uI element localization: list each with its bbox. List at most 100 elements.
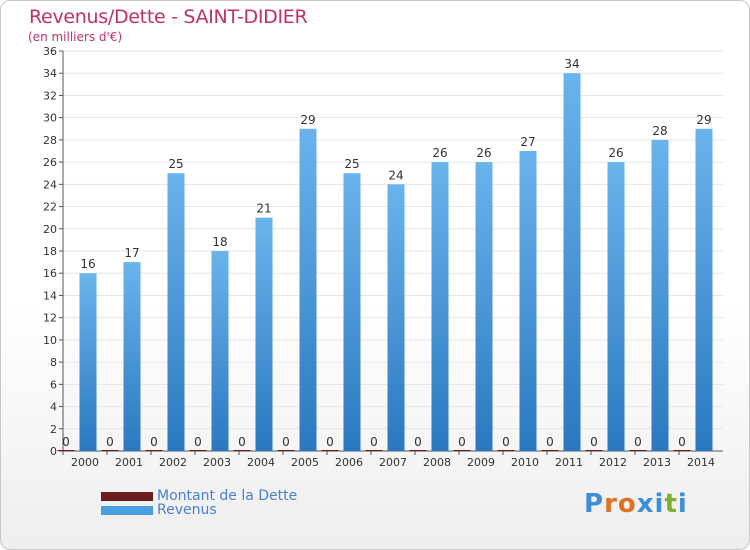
revenue-bar — [431, 162, 449, 451]
debt-bar — [409, 450, 427, 451]
debt-value-label: 0 — [150, 435, 158, 449]
logo-letter: i — [654, 489, 665, 519]
proxiti-logo: Proxiti — [584, 489, 688, 519]
revenue-bar — [79, 273, 97, 451]
x-tick-label: 2000 — [71, 456, 99, 469]
y-tick-label: 4 — [50, 401, 57, 414]
debt-value-label: 0 — [370, 435, 378, 449]
debt-bar — [189, 450, 207, 451]
x-tick-label: 2007 — [379, 456, 407, 469]
debt-value-label: 0 — [238, 435, 246, 449]
debt-value-label: 0 — [546, 435, 554, 449]
revenue-bar — [651, 139, 669, 451]
revenue-value-label: 34 — [564, 57, 579, 71]
debt-bar — [453, 450, 471, 451]
debt-value-label: 0 — [414, 435, 422, 449]
debt-bar — [101, 450, 119, 451]
debt-value-label: 0 — [502, 435, 510, 449]
x-tick-label: 2002 — [159, 456, 187, 469]
x-tick-label: 2006 — [335, 456, 363, 469]
y-tick-label: 0 — [50, 445, 57, 458]
revenue-bar — [211, 251, 229, 451]
revenue-value-label: 16 — [80, 257, 95, 271]
y-tick-label: 22 — [43, 201, 57, 214]
revenue-value-label: 29 — [300, 113, 315, 127]
debt-bar — [365, 450, 383, 451]
y-tick-label: 28 — [43, 134, 57, 147]
revenue-value-label: 21 — [256, 202, 271, 216]
debt-value-label: 0 — [590, 435, 598, 449]
x-tick-label: 2010 — [511, 456, 539, 469]
revenue-bar — [519, 151, 537, 451]
y-tick-label: 30 — [43, 112, 57, 125]
y-tick-label: 12 — [43, 312, 57, 325]
logo-letter: x — [636, 489, 655, 519]
debt-bar — [629, 450, 647, 451]
x-tick-label: 2008 — [423, 456, 451, 469]
revenue-bar — [563, 73, 581, 451]
revenue-bar — [343, 173, 361, 451]
legend-swatch-revenue — [101, 506, 153, 515]
revenue-bar — [607, 162, 625, 451]
revenue-bar — [387, 184, 405, 452]
debt-bar — [57, 450, 75, 451]
legend-swatch-debt — [101, 492, 153, 501]
revenue-value-label: 26 — [432, 146, 447, 160]
x-tick-label: 2013 — [643, 456, 671, 469]
revenue-bar — [123, 262, 141, 451]
x-tick-label: 2001 — [115, 456, 143, 469]
debt-bar — [541, 450, 559, 451]
revenue-bar — [167, 173, 185, 451]
debt-bar — [145, 450, 163, 451]
revenue-value-label: 26 — [608, 146, 623, 160]
revenue-bar — [255, 217, 273, 451]
y-tick-label: 26 — [43, 156, 57, 169]
chart-subtitle: (en milliers d'€) — [28, 30, 123, 44]
revenue-value-label: 27 — [520, 135, 535, 149]
revenue-value-label: 17 — [124, 246, 139, 260]
y-tick-label: 14 — [43, 289, 57, 302]
x-tick-label: 2005 — [291, 456, 319, 469]
debt-value-label: 0 — [62, 435, 70, 449]
debt-value-label: 0 — [678, 435, 686, 449]
logo-letter: t — [664, 489, 678, 519]
logo-letter: r — [604, 489, 618, 519]
x-tick-label: 2004 — [247, 456, 275, 469]
chart-title: Revenus/Dette - SAINT-DIDIER — [29, 6, 308, 28]
x-tick-label: 2014 — [687, 456, 715, 469]
y-tick-label: 8 — [50, 356, 57, 369]
y-tick-label: 36 — [43, 45, 57, 58]
revenue-value-label: 29 — [696, 113, 711, 127]
revenue-value-label: 24 — [388, 168, 403, 182]
debt-bar — [673, 450, 691, 451]
y-tick-label: 18 — [43, 245, 57, 258]
revenue-bar — [299, 128, 317, 451]
y-tick-label: 2 — [50, 423, 57, 436]
legend-label-debt: Montant de la Dette — [157, 488, 298, 504]
revenue-value-label: 25 — [168, 157, 183, 171]
logo-letter: i — [677, 489, 688, 519]
revenue-value-label: 26 — [476, 146, 491, 160]
revenue-value-label: 18 — [212, 235, 227, 249]
legend-label-revenue: Revenus — [157, 502, 217, 518]
revenue-bar — [475, 162, 493, 451]
y-tick-label: 32 — [43, 89, 57, 102]
debt-bar — [277, 450, 295, 451]
y-tick-label: 16 — [43, 267, 57, 280]
debt-value-label: 0 — [106, 435, 114, 449]
debt-value-label: 0 — [634, 435, 642, 449]
logo-letter: o — [617, 489, 637, 519]
debt-value-label: 0 — [194, 435, 202, 449]
y-tick-label: 34 — [43, 67, 57, 80]
revenue-value-label: 25 — [344, 157, 359, 171]
debt-value-label: 0 — [282, 435, 290, 449]
debt-value-label: 0 — [326, 435, 334, 449]
debt-bar — [321, 450, 339, 451]
logo-letter: P — [584, 489, 605, 519]
debt-bar — [585, 450, 603, 451]
y-tick-label: 20 — [43, 223, 57, 236]
revenue-value-label: 28 — [652, 124, 667, 138]
y-tick-label: 10 — [43, 334, 57, 347]
